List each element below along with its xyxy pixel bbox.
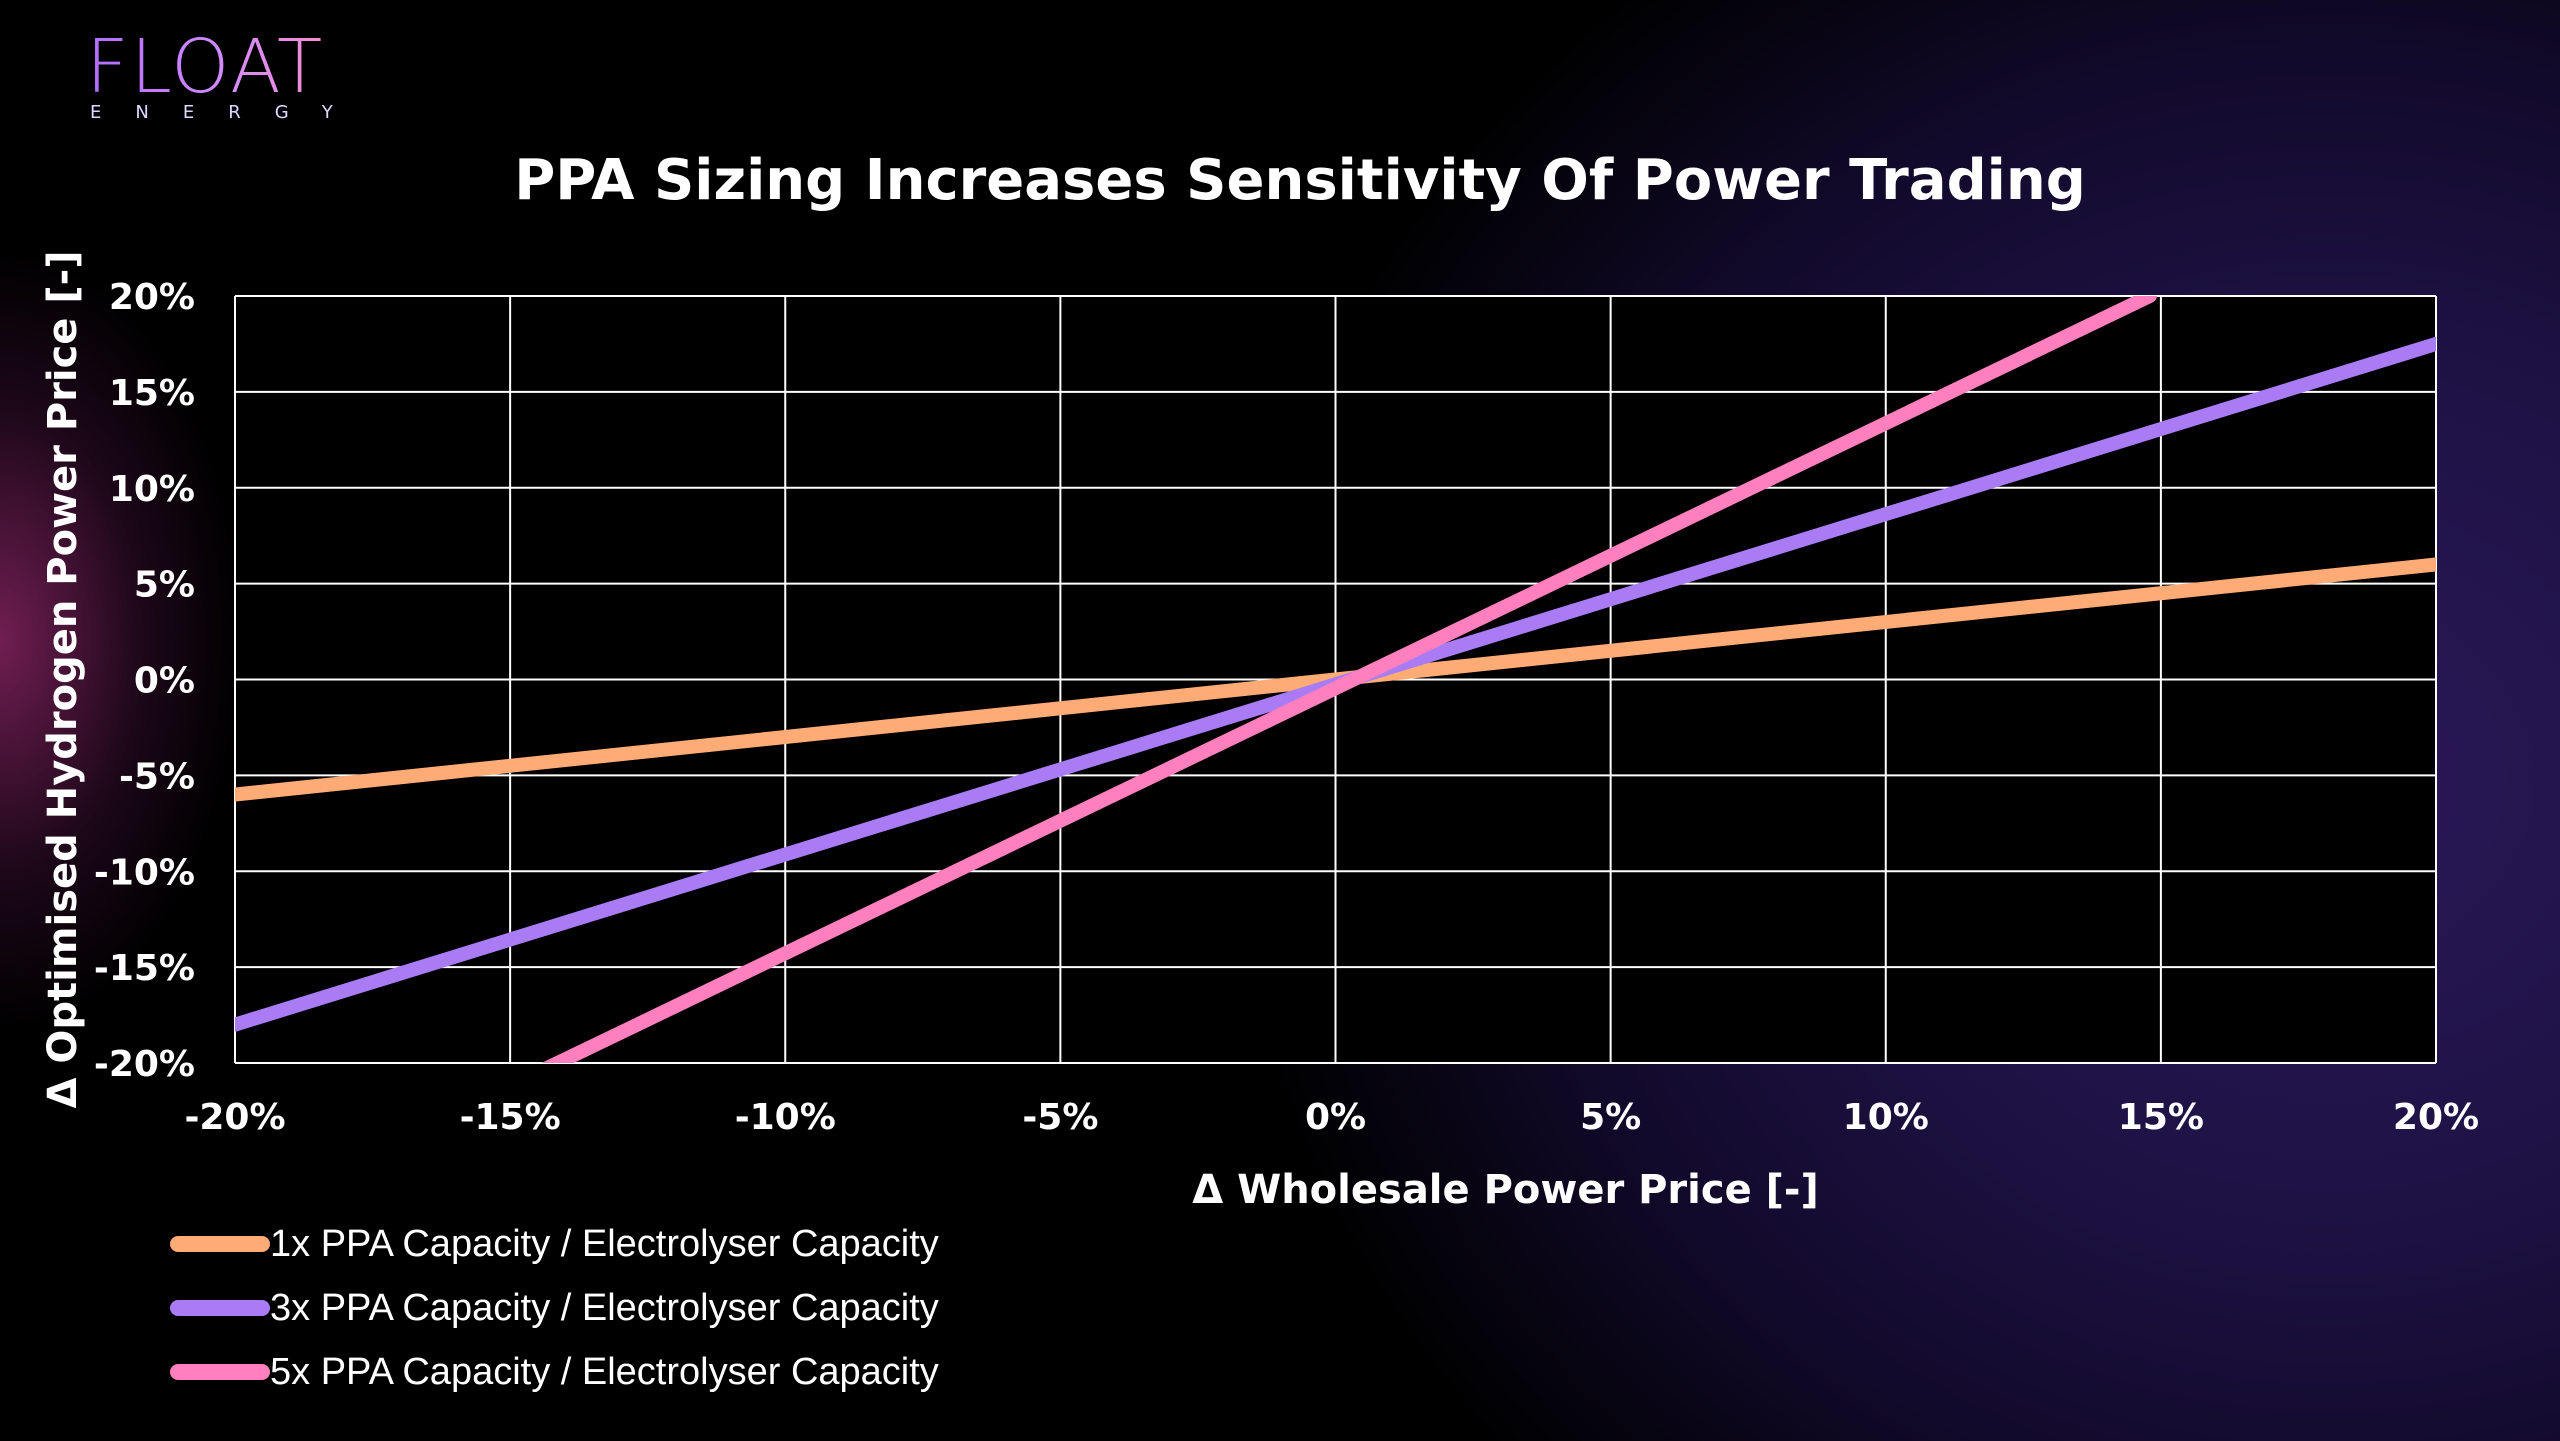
y-axis-label: Δ Optimised Hydrogen Power Price [-] xyxy=(40,250,86,1108)
x-tick-label-8: 20% xyxy=(2393,1097,2479,1138)
legend-item-3x: 3x PPA Capacity / Electrolyser Capacity xyxy=(170,1276,939,1340)
series-line-3 xyxy=(541,296,2157,1063)
y-tick-label-4: 0% xyxy=(134,661,195,702)
y-tick-label-2: -10% xyxy=(94,852,195,893)
y-tick-label-7: 15% xyxy=(109,373,195,414)
logo-wordmark: FLOAT xyxy=(86,24,325,110)
x-tick-label-1: -15% xyxy=(460,1097,561,1138)
legend-swatch-3x xyxy=(170,1300,270,1316)
y-tick-label-5: 5% xyxy=(134,565,195,606)
legend-item-1x: 1x PPA Capacity / Electrolyser Capacity xyxy=(170,1212,939,1276)
x-axis-label: Δ Wholesale Power Price [-] xyxy=(1192,1167,1819,1213)
x-tick-label-0: -20% xyxy=(184,1097,285,1138)
legend-label-3x: 3x PPA Capacity / Electrolyser Capacity xyxy=(270,1286,939,1329)
x-tick-label-3: -5% xyxy=(1022,1097,1098,1138)
x-tick-label-5: 5% xyxy=(1580,1097,1641,1138)
x-tick-label-6: 10% xyxy=(1843,1097,1929,1138)
x-tick-label-4: 0% xyxy=(1305,1097,1366,1138)
y-tick-label-6: 10% xyxy=(109,469,195,510)
chart-legend: 1x PPA Capacity / Electrolyser Capacity … xyxy=(170,1212,939,1404)
y-tick-label-0: -20% xyxy=(94,1044,195,1085)
chart-title: PPA Sizing Increases Sensitivity Of Powe… xyxy=(514,148,2086,213)
logo-subtitle: ENERGY xyxy=(90,102,367,123)
y-tick-label-8: 20% xyxy=(109,277,195,318)
legend-label-1x: 1x PPA Capacity / Electrolyser Capacity xyxy=(270,1222,939,1265)
x-tick-label-7: 15% xyxy=(2118,1097,2204,1138)
y-tick-label-3: -5% xyxy=(119,756,195,797)
x-tick-label-2: -10% xyxy=(735,1097,836,1138)
float-energy-logo: FLOAT ENERGY xyxy=(86,30,386,130)
legend-swatch-1x xyxy=(170,1236,270,1252)
legend-label-5x: 5x PPA Capacity / Electrolyser Capacity xyxy=(270,1350,939,1393)
legend-item-5x: 5x PPA Capacity / Electrolyser Capacity xyxy=(170,1340,939,1404)
y-tick-label-1: -15% xyxy=(94,948,195,989)
legend-swatch-5x xyxy=(170,1364,270,1380)
